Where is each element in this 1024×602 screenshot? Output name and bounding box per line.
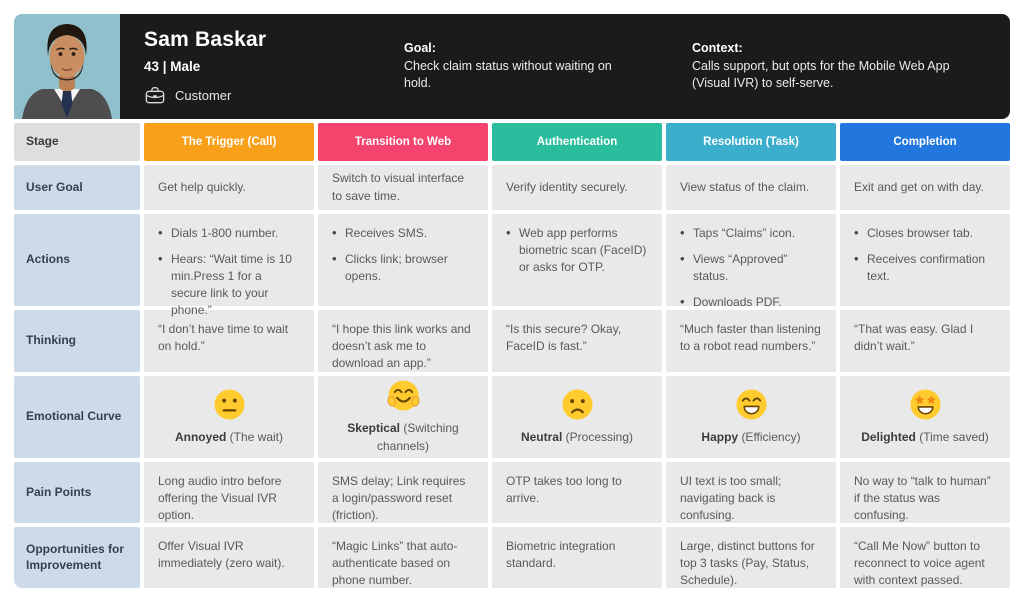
worried-face-icon — [561, 388, 594, 421]
persona-demographics: 43 | Male — [144, 59, 201, 74]
row-label-pain-points: Pain Points — [14, 462, 140, 523]
persona-info: Sam Baskar 43 | Male Customer — [144, 28, 404, 105]
context-block: Context: Calls support, but opts for the… — [692, 40, 984, 93]
action-item: Closes browser tab. — [854, 224, 996, 242]
emotion-cell: Neutral (Processing) — [492, 376, 662, 458]
emotion-name: Annoyed — [174, 429, 227, 444]
emotion-cell: Happy (Efficiency) — [666, 376, 836, 458]
row-label-actions: Actions — [14, 214, 140, 306]
goal-label: Goal: — [404, 41, 436, 56]
persona-header: Sam Baskar 43 | Male Customer Goal — [14, 14, 1010, 119]
stage-trigger: The Trigger (Call) — [144, 123, 314, 161]
grinning-face-icon — [735, 388, 768, 421]
row-label-stage: Stage — [14, 123, 140, 161]
pain-point-cell: Long audio intro before offering the Vis… — [144, 462, 314, 523]
thinking-cell: “I don’t have time to wait on hold.” — [144, 310, 314, 372]
action-item: Receives confirmation text. — [854, 250, 996, 285]
persona-name: Sam Baskar — [144, 28, 267, 51]
user-goal-cell: Get help quickly. — [144, 165, 314, 210]
emotion-note: (Time saved) — [919, 429, 989, 444]
emotion-cell: Annoyed (The wait) — [144, 376, 314, 458]
row-label-opportunities: Opportunities for Improvement — [14, 527, 140, 588]
persona-header-panel: Sam Baskar 43 | Male Customer Goal — [120, 14, 1010, 119]
thinking-cell: “Much faster than listening to a robot r… — [666, 310, 836, 372]
persona-photo — [14, 14, 120, 119]
star-struck-face-icon — [909, 388, 942, 421]
emotion-name: Skeptical — [347, 421, 400, 436]
pain-point-cell: SMS delay; Link requires a login/passwor… — [318, 462, 488, 523]
row-label-user-goal: User Goal — [14, 165, 140, 210]
briefcase-icon — [144, 85, 166, 105]
stage-transition: Transition to Web — [318, 123, 488, 161]
action-item: Receives SMS. — [332, 224, 474, 242]
row-label-emotional-curve: Emotional Curve — [14, 376, 140, 458]
action-item: Downloads PDF. — [680, 293, 822, 311]
action-item: Taps “Claims” icon. — [680, 224, 822, 242]
actions-cell: Dials 1-800 number. Hears: “Wait time is… — [144, 214, 314, 317]
thinking-cell: “Is this secure? Okay, FaceID is fast.” — [492, 310, 662, 372]
emotion-note: (Switching channels) — [376, 421, 459, 453]
stage-completion: Completion — [840, 123, 1010, 161]
action-item: Hears: “Wait time is 10 min.Press 1 for … — [158, 250, 300, 319]
opportunity-cell: Biometric integration standard. — [492, 527, 662, 588]
hugging-face-icon — [386, 379, 420, 412]
thinking-cell: “I hope this link works and doesn’t ask … — [318, 310, 488, 372]
stage-authentication: Authentication — [492, 123, 662, 161]
stage-resolution: Resolution (Task) — [666, 123, 836, 161]
actions-cell: Web app performs biometric scan (FaceID)… — [492, 214, 662, 306]
persona-role-row: Customer — [144, 85, 404, 105]
context-label: Context: — [692, 41, 743, 56]
row-label-thinking: Thinking — [14, 310, 140, 372]
emotion-note: (Processing) — [565, 429, 634, 444]
action-item: Clicks link; browser opens. — [332, 250, 474, 285]
action-item: Views “Approved” status. — [680, 250, 822, 285]
emotion-note: (The wait) — [229, 429, 284, 444]
action-item: Dials 1-800 number. — [158, 224, 300, 242]
emotion-name: Delighted — [861, 429, 916, 444]
thinking-cell: “That was easy. Glad I didn’t wait.” — [840, 310, 1010, 372]
user-goal-cell: Exit and get on with day. — [840, 165, 1010, 210]
opportunity-cell: Offer Visual IVR immediately (zero wait)… — [144, 527, 314, 588]
goal-text: Check claim status without waiting on ho… — [404, 58, 612, 91]
pain-point-cell: OTP takes too long to arrive. — [492, 462, 662, 523]
emotion-cell: Skeptical (Switching channels) — [318, 376, 488, 458]
user-goal-cell: Switch to visual interface to save time. — [318, 165, 488, 210]
persona-portrait-illustration — [14, 14, 120, 119]
actions-cell: Closes browser tab. Receives confirmatio… — [840, 214, 1010, 306]
emotion-note: (Efficiency) — [741, 429, 801, 444]
action-item: Web app performs biometric scan (FaceID)… — [506, 224, 648, 276]
persona-role-label: Customer — [175, 87, 232, 103]
emotion-name: Happy — [701, 429, 739, 444]
opportunity-cell: “Call Me Now” button to reconnect to voi… — [840, 527, 1010, 588]
opportunity-cell: “Magic Links” that auto-authenticate bas… — [318, 527, 488, 588]
neutral-face-icon — [213, 388, 246, 421]
opportunity-cell: Large, distinct buttons for top 3 tasks … — [666, 527, 836, 588]
user-goal-cell: View status of the claim. — [666, 165, 836, 210]
pain-point-cell: UI text is too small; navigating back is… — [666, 462, 836, 523]
user-goal-cell: Verify identity securely. — [492, 165, 662, 210]
emotion-name: Neutral — [520, 429, 563, 444]
actions-cell: Receives SMS. Clicks link; browser opens… — [318, 214, 488, 306]
context-text: Calls support, but opts for the Mobile W… — [692, 58, 950, 91]
pain-point-cell: No way to “talk to human” if the status … — [840, 462, 1010, 523]
emotion-cell: Delighted (Time saved) — [840, 376, 1010, 458]
actions-cell: Taps “Claims” icon. Views “Approved” sta… — [666, 214, 836, 312]
goal-block: Goal: Check claim status without waiting… — [404, 40, 642, 93]
journey-grid: Stage The Trigger (Call) Transition to W… — [14, 123, 1010, 588]
